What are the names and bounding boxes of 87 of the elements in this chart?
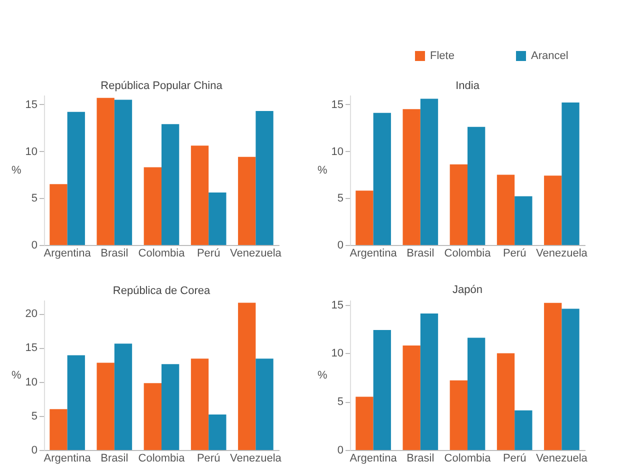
chart-title: India [456,80,480,92]
y-axis-title: % [317,164,328,176]
bar [238,302,256,450]
y-tick-label: 10 [331,348,344,360]
y-tick-label: 5 [337,192,344,205]
bar [496,174,515,245]
bar [256,110,274,245]
x-tick-label: Brasil [100,452,128,464]
bar [256,358,274,450]
legend-label: Arancel [531,50,568,62]
legend-label: Flete [430,50,454,62]
bar [238,156,256,245]
bar [544,302,562,450]
bar [67,355,85,450]
x-tick-label: Argentina [350,248,398,260]
bar [162,364,180,450]
x-tick-label: Venezuela [230,452,282,464]
x-tick-label: Perú [502,452,526,464]
bar [50,184,68,245]
y-tick-label: 0 [31,444,38,456]
bar [114,100,132,245]
bar [208,192,226,245]
y-tick-label: 0 [337,240,344,252]
y-axis-title: % [317,370,328,382]
bar [356,396,374,450]
y-tick-label: 10 [331,146,344,158]
bar [67,112,85,245]
y-tick-label: 5 [337,396,344,408]
bar [190,358,209,450]
y-tick-label: 0 [31,240,38,252]
bar [162,124,180,245]
bar [514,410,532,450]
y-tick-label: 5 [31,410,38,422]
y-tick-label: 15 [25,342,38,354]
x-tick-label: Colombia [444,248,492,260]
bar [496,353,515,450]
bar [114,344,132,450]
y-tick-label: 10 [25,376,38,388]
x-tick-label: Venezuela [536,452,588,464]
x-tick-label: Brasil [406,452,434,464]
bar [96,362,114,450]
y-tick-label: 15 [25,98,38,111]
bar [356,190,374,245]
bar [562,102,580,245]
bar [190,146,209,245]
y-tick-label: 15 [331,299,344,312]
bar [450,164,468,245]
bar [420,98,438,245]
chart-title: República de Corea [112,285,211,297]
bar [468,126,486,245]
x-tick-label: Perú [196,248,220,260]
y-tick-label: 10 [25,146,38,158]
chart-title: República Popular China [100,80,224,92]
x-tick-label: Perú [502,248,526,260]
bar [144,383,162,450]
x-tick-label: Brasil [406,248,434,260]
bar [420,314,438,450]
y-tick-label: 20 [25,308,38,320]
bar [450,380,468,450]
bar [514,196,532,245]
bar [373,330,391,450]
x-tick-label: Colombia [138,248,186,260]
x-tick-label: Argentina [350,452,398,464]
x-tick-label: Colombia [444,452,492,464]
y-axis-title: % [11,370,22,382]
bar [402,109,420,245]
bar [402,345,420,450]
x-tick-label: Perú [196,452,220,464]
y-tick-label: 5 [31,192,38,205]
bar [373,112,391,245]
bar [468,338,486,450]
bar [96,98,114,245]
chart-title: Japón [452,284,482,296]
y-tick-label: 0 [337,444,344,456]
bar [562,308,580,450]
bar [50,409,68,450]
x-tick-label: Venezuela [230,248,282,260]
bar [144,167,162,245]
x-tick-label: Argentina [44,248,92,260]
y-tick-label: 15 [331,98,344,111]
bar [544,176,562,245]
x-tick-label: Colombia [138,452,186,464]
x-tick-label: Venezuela [536,248,588,260]
x-tick-label: Argentina [44,452,92,464]
x-tick-label: Brasil [100,248,128,260]
y-axis-title: % [11,164,22,176]
bar [208,414,226,450]
